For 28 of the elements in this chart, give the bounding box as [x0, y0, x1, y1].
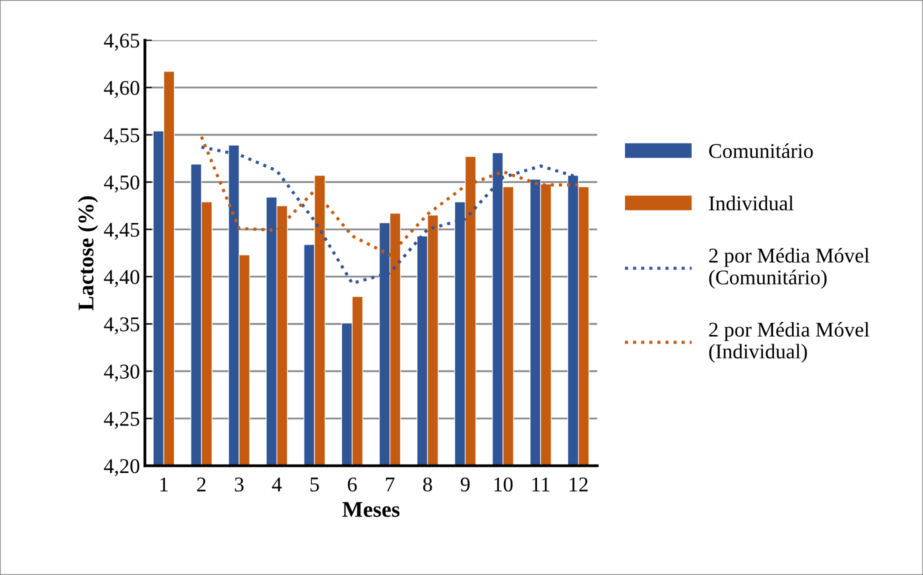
x-tick-label: 11: [532, 478, 550, 492]
y-tick-label: 4,65: [104, 34, 140, 51]
legend-label: Comunitário: [709, 143, 813, 158]
y-tick-label: 4,50: [104, 175, 140, 193]
y-tick-label: 4,30: [104, 364, 140, 382]
y-tick-label: 4,60: [104, 80, 140, 98]
x-tick-label: 2: [197, 478, 206, 492]
y-tick-label: 4,35: [104, 317, 140, 334]
legend-label: Individual: [709, 196, 794, 210]
legend-label: 2 por Média Móvel (Individual): [709, 322, 870, 363]
x-tick-label: 6: [348, 478, 357, 492]
x-tick-label: 4: [272, 478, 282, 492]
y-axis-title: Lactose (%): [78, 196, 98, 310]
y-tick-label: 4,40: [104, 270, 140, 288]
x-tick-label: 3: [234, 478, 244, 492]
x-tick-label: 1: [160, 478, 168, 492]
y-tick-label: 4,20: [104, 459, 140, 476]
x-tick-label: 8: [423, 477, 432, 492]
y-tick-label: 4,45: [104, 222, 140, 240]
y-tick-label: 4,55: [104, 128, 140, 146]
x-tick-label: 12: [570, 478, 588, 492]
x-tick-label: 9: [460, 478, 470, 492]
x-tick-label: 5: [310, 478, 319, 492]
x-tick-label: 7: [386, 478, 394, 492]
legend-label: 2 por Média Móvel (Comunitário): [709, 248, 870, 289]
x-tick-label: 10: [494, 477, 513, 492]
x-axis-title: Meses: [342, 502, 400, 517]
y-tick-label: 4,25: [104, 412, 140, 429]
